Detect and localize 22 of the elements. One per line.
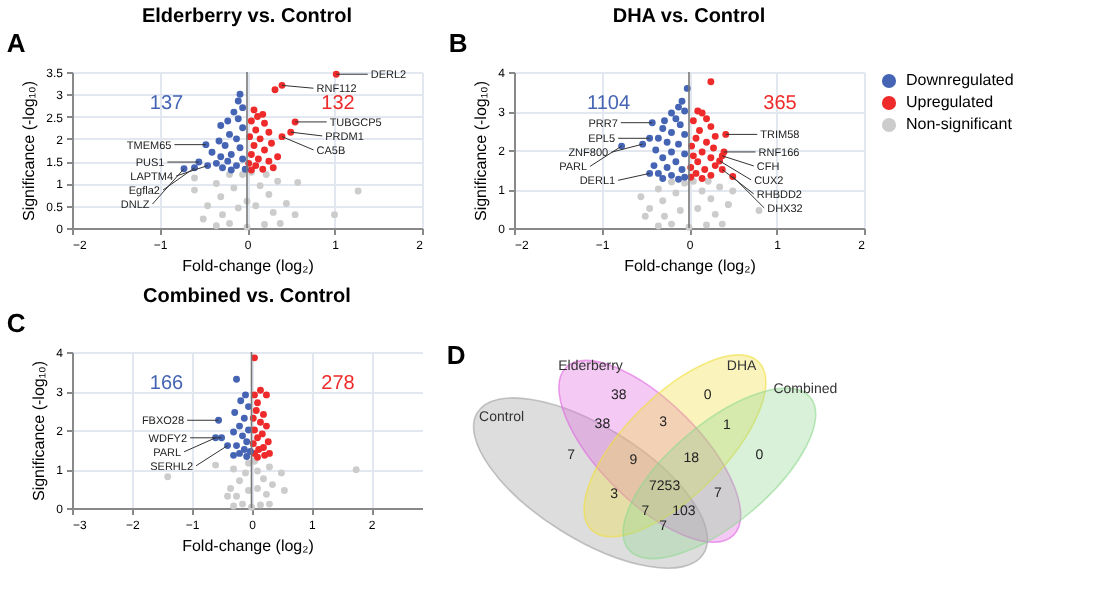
text: C [6, 308, 27, 338]
chart-title: DHA vs. Control [612, 6, 766, 28]
chart-title: Combined vs. Control [143, 286, 352, 308]
annotation: 137 [149, 93, 185, 116]
text: A [6, 28, 27, 58]
x-axis-title: Fold-change (log₂) [624, 257, 757, 275]
y-axis-title: Significance (-log₁₀) [472, 80, 491, 222]
y-axis-title: Significance (-log₁₀) [30, 360, 49, 502]
annotation: 166 [149, 373, 185, 396]
annotation: 132 [321, 93, 356, 116]
legend-label: Downregulated [906, 71, 1014, 89]
y-axis-title: Significance (-log₁₀) [20, 80, 39, 222]
x-axis-title: Fold-change (log₂) [182, 257, 315, 275]
chart-title: Elderberry vs. Control [141, 6, 353, 28]
legend-label: Upregulated [906, 93, 994, 111]
annotation: 278 [321, 373, 356, 396]
text: B [448, 28, 468, 58]
legend-label: Non-significant [906, 115, 1014, 133]
text: D [446, 340, 466, 370]
x-axis-title: Fold-change (log₂) [182, 537, 315, 555]
annotation: 365 [763, 93, 798, 116]
annotation: 1104 [586, 93, 631, 116]
